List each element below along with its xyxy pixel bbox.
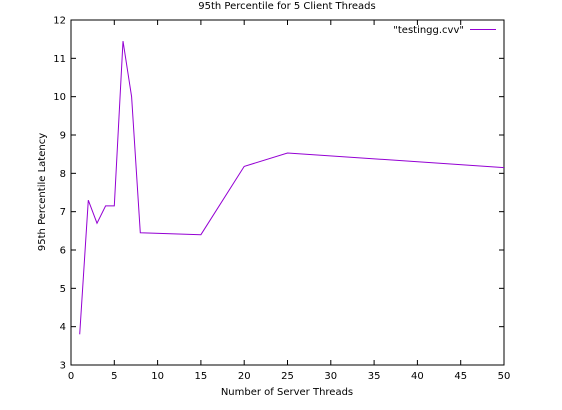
y-tick-label: 6 <box>60 246 66 257</box>
series-layer <box>79 41 505 335</box>
y-axis-label: 95th Percentile Latency <box>37 133 48 251</box>
legend-label: "testingg.cvv" <box>393 25 464 36</box>
y-tick-label: 3 <box>60 361 66 372</box>
x-tick-label: 30 <box>324 371 337 382</box>
y-tick-label: 7 <box>60 207 66 218</box>
y-tick-label: 11 <box>53 54 66 65</box>
y-tick-label: 5 <box>60 284 66 295</box>
x-tick-label: 40 <box>411 371 424 382</box>
x-tick-label: 0 <box>68 371 74 382</box>
x-tick-label: 50 <box>498 371 511 382</box>
series-line <box>79 41 505 335</box>
y-tick-label: 9 <box>60 131 66 142</box>
x-tick-label: 5 <box>111 371 117 382</box>
x-tick-label: 10 <box>151 371 164 382</box>
y-tick-label: 10 <box>53 92 66 103</box>
x-axis-label: Number of Server Threads <box>221 387 353 398</box>
y-tick-label: 12 <box>53 16 66 27</box>
y-tick-label: 4 <box>60 322 66 333</box>
plot-frame <box>70 19 505 366</box>
x-tick-label: 45 <box>454 371 467 382</box>
x-tick-label: 20 <box>238 371 251 382</box>
x-tick-label: 25 <box>281 371 294 382</box>
x-tick-label: 15 <box>195 371 208 382</box>
y-tick-label: 8 <box>60 169 66 180</box>
legend: "testingg.cvv" <box>393 25 496 36</box>
x-tick-label: 35 <box>368 371 381 382</box>
chart-title: 95th Percentile for 5 Client Threads <box>198 1 375 12</box>
